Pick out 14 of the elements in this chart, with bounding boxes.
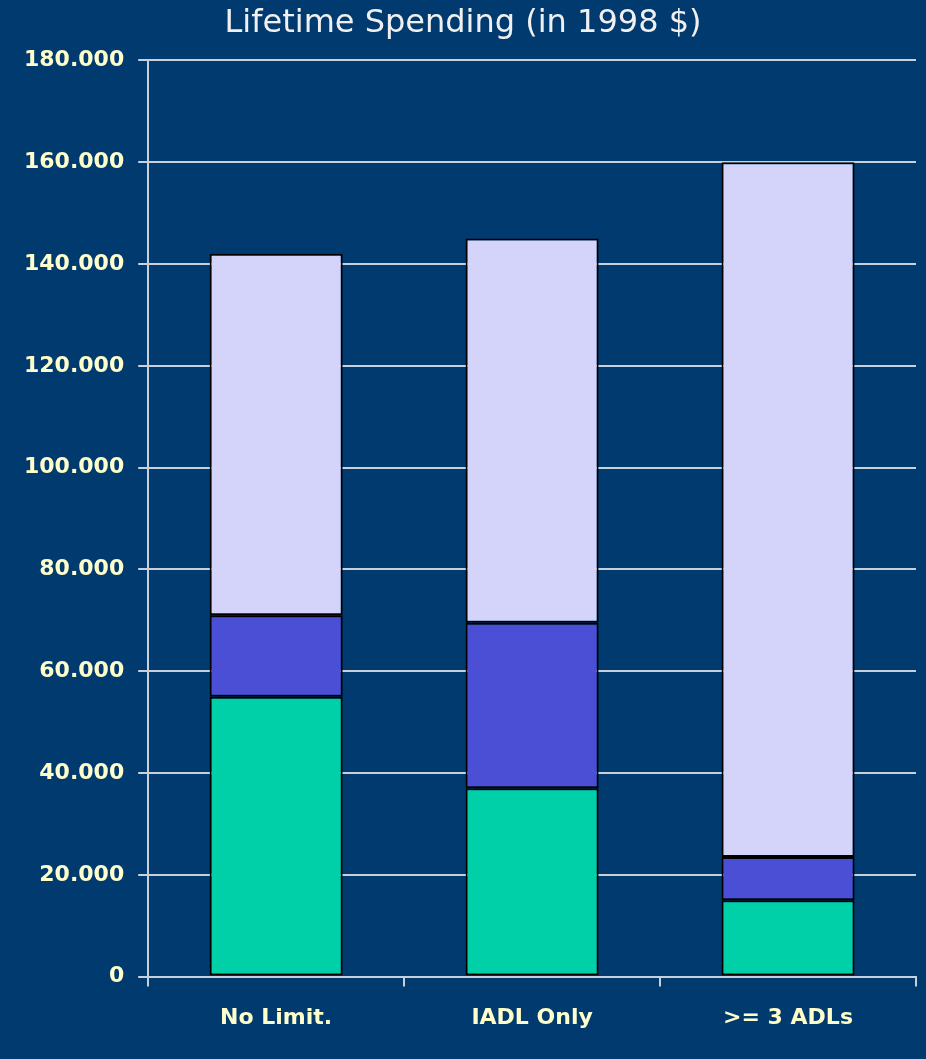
- y-tick-label: 20.000: [39, 860, 125, 886]
- x-tick-label: No Limit.: [220, 1003, 333, 1029]
- x-tick-label: IADL Only: [471, 1003, 593, 1029]
- y-tick-label: 160.000: [24, 147, 125, 173]
- y-tick-label: 120.000: [24, 351, 125, 377]
- y-tick-label: 100.000: [24, 453, 125, 479]
- y-tick-label: 180.000: [24, 46, 125, 72]
- chart-title: Lifetime Spending (in 1998 $): [224, 1, 702, 40]
- x-tick-label: >= 3 ADLs: [723, 1003, 853, 1029]
- y-tick-label: 80.000: [39, 555, 125, 581]
- y-tick-label: 140.000: [24, 249, 125, 275]
- y-tick-label: 40.000: [39, 758, 125, 784]
- y-tick-label: 60.000: [39, 656, 125, 682]
- y-tick-label: 0: [108, 962, 125, 988]
